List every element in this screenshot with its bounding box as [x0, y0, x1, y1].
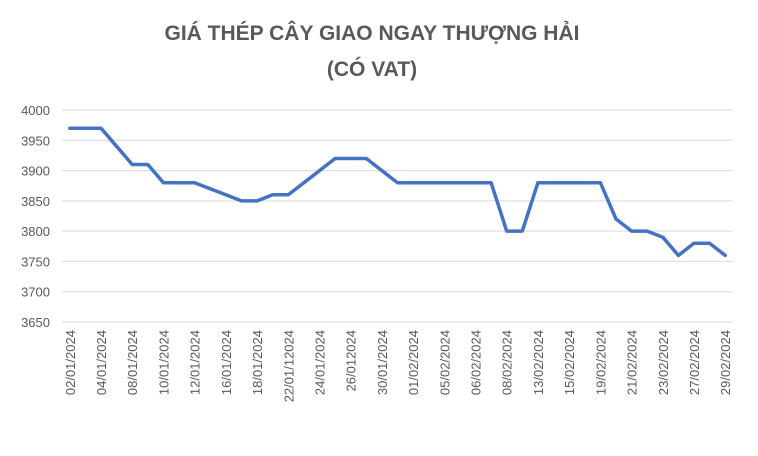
x-tick-label: 19/02/2024 — [593, 330, 608, 395]
x-tick-label: 27/02/2024 — [687, 330, 702, 395]
x-tick-label: 06/02/2024 — [469, 330, 484, 395]
y-tick-label: 3700 — [21, 285, 50, 300]
x-tick-label: 29/02/2024 — [718, 330, 733, 395]
y-tick-label: 3850 — [21, 194, 50, 209]
y-tick-label: 3800 — [21, 224, 50, 239]
y-tick-label: 4000 — [21, 103, 50, 118]
x-tick-label: 05/02/2024 — [437, 330, 452, 395]
x-tick-label: 30/01/2024 — [375, 330, 390, 395]
x-tick-label: 01/02/2024 — [406, 330, 421, 395]
x-tick-label: 15/02/2024 — [562, 330, 577, 395]
x-tick-label: 18/01/2024 — [250, 330, 265, 395]
x-tick-label: 23/02/2024 — [656, 330, 671, 395]
data-line — [68, 126, 727, 258]
x-tick-label: 12/01/2024 — [188, 330, 203, 395]
y-tick-label: 3750 — [21, 254, 50, 269]
x-tick-label: 22/01/12024 — [281, 330, 296, 402]
x-tick-label: 21/02/2024 — [625, 330, 640, 395]
x-tick-label: 10/01/2024 — [156, 330, 171, 395]
chart-title: GIÁ THÉP CÂY GIAO NGAY THƯỢNG HẢI — [165, 21, 580, 45]
x-tick-label: 02/01/2024 — [63, 330, 78, 395]
x-tick-label: 08/01/2024 — [125, 330, 140, 395]
x-tick-label: 04/01/2024 — [94, 330, 109, 395]
y-tick-label: 3650 — [21, 315, 50, 330]
y-tick-label: 3900 — [21, 164, 50, 179]
x-tick-label: 08/02/2024 — [500, 330, 515, 395]
y-tick-label: 3950 — [21, 133, 50, 148]
chart-title: (CÓ VAT) — [327, 57, 417, 81]
x-tick-label: 26/012024 — [344, 330, 359, 391]
x-tick-label: 24/01/2024 — [312, 330, 327, 395]
x-tick-label: 16/01/2024 — [219, 330, 234, 395]
x-tick-label: 13/02/2024 — [531, 330, 546, 395]
